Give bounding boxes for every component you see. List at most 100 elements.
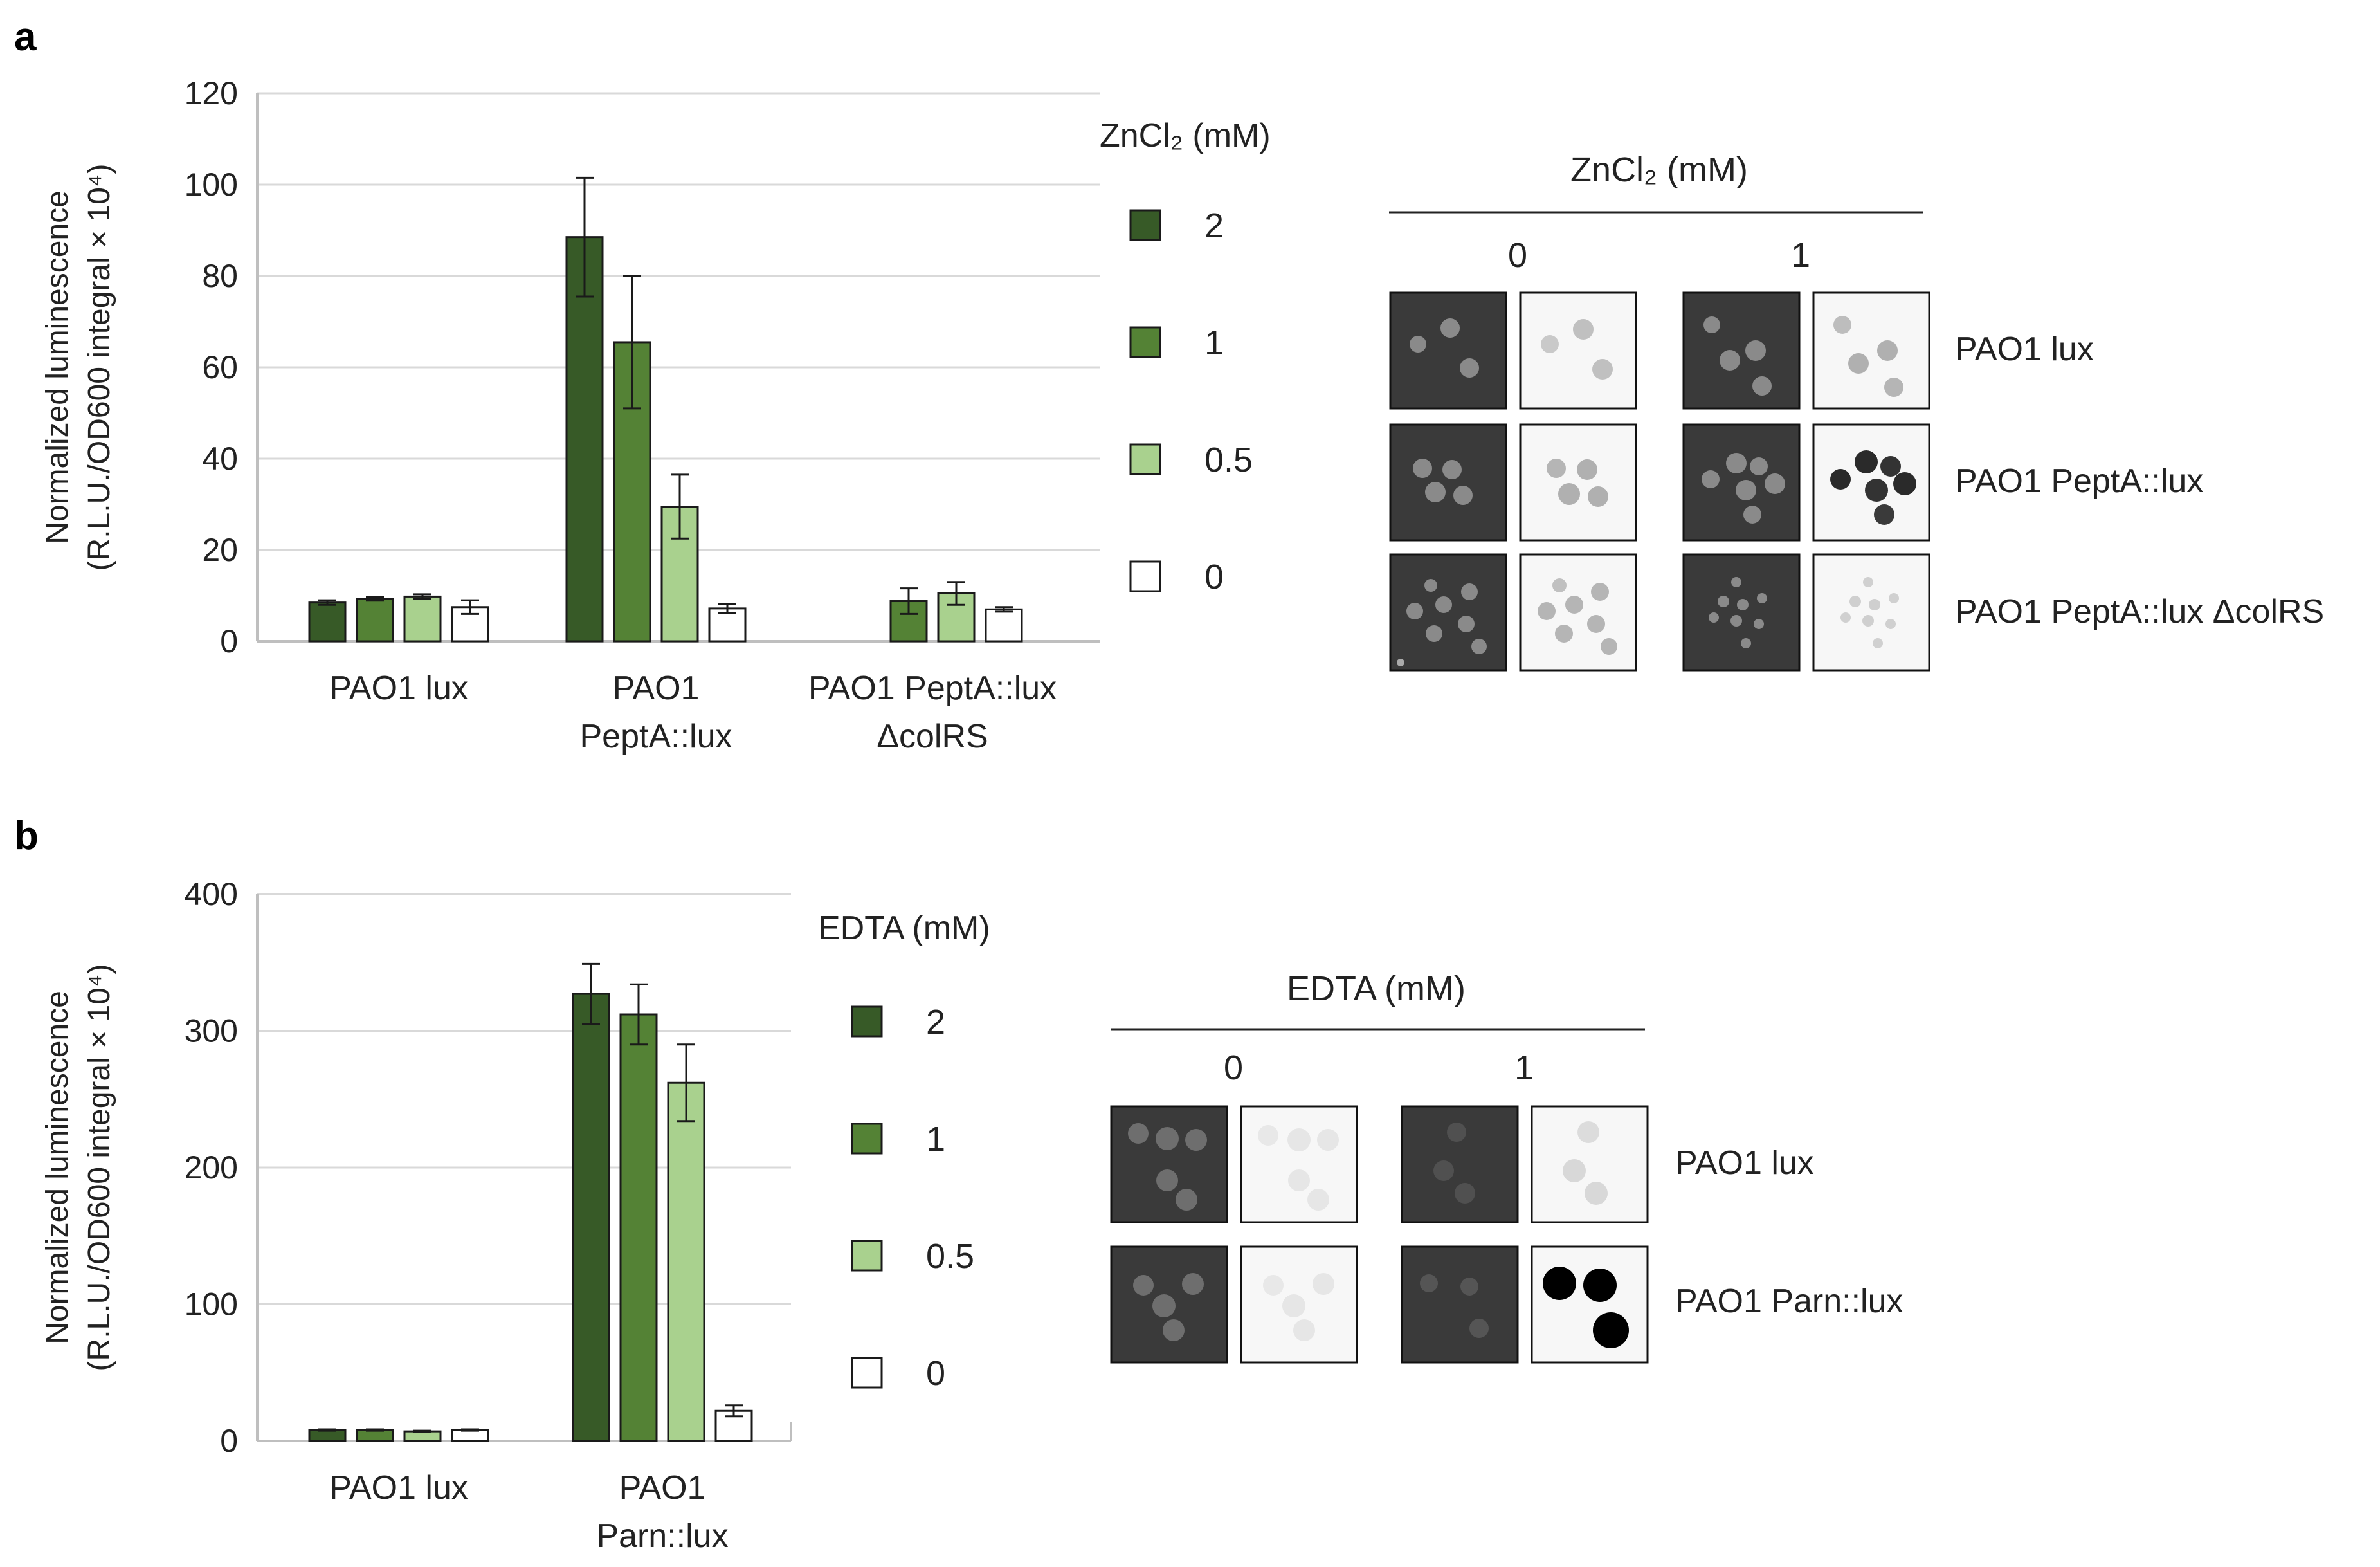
image-grid-a-row-0: PAO1 lux <box>1955 331 2094 368</box>
legend-swatch <box>851 1240 883 1272</box>
bar-1-1 <box>619 1013 658 1442</box>
chart-b-ylabel-line2: (R.L.U./OD600 integral × 10⁴) <box>82 964 116 1371</box>
image-grid-a-row-1: PAO1 PeptA::lux <box>1955 463 2203 500</box>
legend-swatch <box>1129 560 1161 592</box>
legend-swatch <box>851 1005 883 1038</box>
plate-a-r3-c0-dark-colonies <box>1397 579 1487 666</box>
plate-a-r3-c1-dark-colonies <box>1709 577 1767 648</box>
plate-a-r3-c0-light-colonies <box>1538 578 1617 655</box>
legend-swatch <box>851 1123 883 1155</box>
plate-a-r2-c1-dark-colonies <box>1702 453 1785 524</box>
image-grid-a: ZnCl₂ (mM) 0 1 PAO1 lux <box>1389 151 2324 672</box>
bar-2-1 <box>572 993 610 1442</box>
legend-entry: 0 <box>1204 558 1224 596</box>
plate-b-r1-c0-light <box>1240 1105 1358 1223</box>
plate-b-r2-c0-dark-colonies <box>1133 1273 1204 1341</box>
plate-a-r1-c1-light <box>1812 291 1930 410</box>
ytick-label: 300 <box>185 1013 238 1049</box>
legend-entry: 0 <box>926 1354 945 1393</box>
chart-b-gridlines <box>257 893 791 1305</box>
plate-b-r2-c1-dark-colonies <box>1420 1274 1489 1338</box>
plate-a-r3-c1-light-colonies <box>1840 577 1899 648</box>
plate-a-r2-c0-dark-colonies <box>1413 459 1473 505</box>
legend-swatch <box>1129 443 1161 475</box>
plate-b-r1-c1-light-colonies <box>1563 1121 1608 1205</box>
plate-b-r2-c1-dark <box>1401 1245 1519 1364</box>
plate-b-r2-c1-light-colonies <box>1543 1267 1629 1348</box>
plate-b-r1-c0-light-colonies <box>1258 1125 1339 1211</box>
bar-0.5-1 <box>660 506 699 643</box>
legend-swatch <box>851 1357 883 1389</box>
ytick-label: 20 <box>202 532 238 568</box>
image-grid-b-row-0: PAO1 lux <box>1675 1144 1814 1182</box>
category-label-line2: Parn::lux <box>596 1517 728 1555</box>
plate-a-r2-c1-light-colonies <box>1830 450 1916 525</box>
category-label: PAO1 lux <box>329 670 468 707</box>
bar-0.5-0 <box>403 595 442 643</box>
legend-entry: 2 <box>926 1003 945 1041</box>
plate-a-r3-c1-light <box>1812 553 1930 672</box>
plate-a-r2-c0-light-colonies <box>1547 459 1608 507</box>
plate-b-r2-c1-light <box>1531 1245 1649 1364</box>
panel-label-a: a <box>14 15 37 59</box>
plate-a-r1-c0-light-colonies <box>1541 319 1613 380</box>
image-grid-b-col-1: 1 <box>1514 1049 1534 1087</box>
category-label-line2: PeptA::lux <box>579 718 732 755</box>
chart-a-gridlines <box>257 92 1100 551</box>
plate-b-r2-c0-light-colonies <box>1263 1273 1334 1341</box>
plate-a-r1-c1-dark-colonies <box>1703 316 1772 396</box>
image-grid-a-header: ZnCl₂ (mM) <box>1570 151 1748 189</box>
chart-b-bars <box>308 962 753 1442</box>
plate-b-r1-c0-dark <box>1110 1105 1228 1223</box>
bar-2-1 <box>565 236 604 643</box>
plate-a-r1-c1-light-colonies <box>1833 316 1903 397</box>
chart-a-legend: ZnCl₂ (mM) 2 1 0.5 0 <box>1100 117 1271 596</box>
legend-swatch <box>1129 209 1161 241</box>
image-grid-a-col-0: 0 <box>1508 236 1527 275</box>
legend-swatch <box>1129 326 1161 358</box>
chart-a-legend-title: ZnCl₂ (mM) <box>1100 117 1271 154</box>
chart-b-ytick-labels: 0 100 200 300 400 <box>185 876 238 1459</box>
plate-a-r1-c0-dark-colonies <box>1410 318 1479 378</box>
image-grid-b: EDTA (mM) 0 1 PAO1 lux <box>1110 969 1903 1364</box>
category-label: PAO1 <box>613 670 700 707</box>
chart-a-ylabel-line2: (R.L.U./OD600 integral × 10⁴) <box>82 164 116 571</box>
image-grid-a-col-1: 1 <box>1791 236 1810 275</box>
chart-b-legend-title: EDTA (mM) <box>818 910 990 947</box>
plate-b-r1-c0-dark-colonies <box>1128 1123 1207 1211</box>
ytick-label: 80 <box>202 258 238 294</box>
legend-entry: 1 <box>1204 324 1224 362</box>
image-grid-a-row-2: PAO1 PeptA::lux ΔcolRS <box>1955 593 2324 630</box>
ytick-label: 60 <box>202 349 238 385</box>
category-label: PAO1 lux <box>329 1469 468 1507</box>
legend-entry: 0.5 <box>1204 441 1253 479</box>
ytick-label: 100 <box>185 1287 238 1323</box>
legend-entry: 0.5 <box>926 1237 974 1276</box>
ytick-label: 200 <box>185 1150 238 1186</box>
chart-a-ylabel-line1: Normalized luminescence <box>41 190 75 544</box>
bar-0-2 <box>985 608 1023 643</box>
category-label: PAO1 PeptA::lux <box>808 670 1057 707</box>
plate-a-r2-c0-dark <box>1389 423 1507 542</box>
image-grid-b-col-0: 0 <box>1224 1049 1243 1087</box>
ytick-label: 100 <box>185 167 238 203</box>
bar-1-0 <box>356 598 394 643</box>
ytick-label: 0 <box>220 1423 238 1459</box>
ytick-label: 40 <box>202 441 238 477</box>
chart-b-ylabel-line1: Normalized luminescence <box>41 991 75 1344</box>
chart-a-ytick-labels: 0 20 40 60 80 100 120 <box>185 75 238 659</box>
plate-a-r2-c0-light <box>1519 423 1637 542</box>
legend-entry: 2 <box>1204 206 1224 245</box>
plate-a-r1-c1-dark <box>1682 291 1801 410</box>
legend-entry: 1 <box>926 1120 945 1159</box>
plate-b-r1-c1-dark-colonies <box>1433 1123 1475 1204</box>
chart-a-bars <box>308 176 1023 643</box>
plate-a-r1-c0-light <box>1519 291 1637 410</box>
image-grid-b-row-1: PAO1 Parn::lux <box>1675 1283 1903 1320</box>
ytick-label: 0 <box>220 623 238 659</box>
bar-2-0 <box>308 601 347 643</box>
